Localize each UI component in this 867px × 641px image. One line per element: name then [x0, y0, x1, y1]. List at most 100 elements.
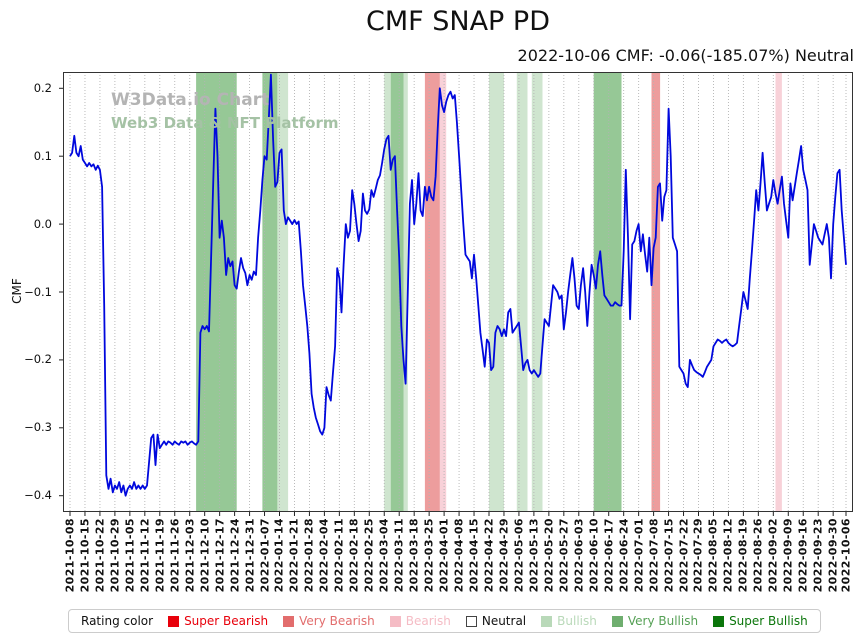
y-tick-label: −0.1 [24, 284, 52, 299]
x-tick-label: 2021-10-08 [63, 518, 77, 593]
legend-item-very_bearish: Very Bearish [283, 614, 375, 628]
y-tick-label: −0.3 [24, 420, 52, 435]
plot-area: W3Data.io Chart Web3 Data & NFT Platform [59, 72, 853, 516]
x-tick-label: 2021-12-17 [213, 518, 227, 593]
rating-band-bullish [384, 72, 391, 512]
legend-label-bearish: Bearish [405, 614, 451, 628]
legend-swatch-bullish [541, 615, 553, 627]
x-tick-label: 2021-11-05 [123, 518, 137, 593]
legend-swatch-very_bullish [611, 615, 623, 627]
x-tick-label: 2022-08-12 [721, 518, 735, 593]
x-tick-label: 2022-01-28 [302, 518, 316, 593]
x-tick-label: 2021-12-24 [228, 518, 242, 593]
rating-band-very_bullish [390, 72, 404, 512]
x-tick-label: 2022-06-03 [572, 518, 586, 593]
x-tick-label: 2022-02-25 [362, 518, 376, 593]
y-tick-label: −0.4 [24, 488, 52, 503]
x-tick-label: 2022-02-11 [332, 518, 346, 593]
x-tick-label: 2022-01-14 [272, 518, 286, 593]
x-tick-label: 2022-02-18 [347, 518, 361, 593]
rating-band-bullish [516, 72, 528, 512]
x-tick-label: 2022-09-02 [766, 518, 780, 593]
x-tick-label: 2022-04-22 [482, 518, 496, 593]
x-tick-label: 2022-05-27 [557, 518, 571, 593]
x-tick-label: 2021-11-19 [153, 518, 167, 593]
x-tick-label: 2022-04-29 [497, 518, 511, 593]
rating-band-very_bullish [593, 72, 622, 512]
legend-label-bullish: Bullish [557, 614, 597, 628]
chart-canvas [59, 72, 853, 516]
rating-band-bullish [531, 72, 543, 512]
x-tick-label: 2021-10-29 [108, 518, 122, 593]
rating-band-bullish [489, 72, 504, 512]
x-tick-label: 2021-11-12 [138, 518, 152, 593]
legend-label-very_bullish: Very Bullish [627, 614, 699, 628]
chart-subtitle: 2022-10-06 CMF: -0.06(-185.07%) Neutral [517, 46, 854, 65]
x-tick-label: 2022-07-08 [647, 518, 661, 593]
x-tick-label: 2022-06-17 [602, 518, 616, 593]
legend-items: Super Bearish Very Bearish Bearish Neutral B… [168, 614, 808, 628]
x-tick-label: 2022-08-26 [751, 518, 765, 593]
legend-item-super_bearish: Super Bearish [168, 614, 268, 628]
legend-swatch-super_bearish [168, 615, 180, 627]
rating-band-bearish [775, 72, 782, 512]
x-axis: 2021-10-08 2021-10-15 2021-10-22 2021-10-29… [63, 518, 853, 602]
legend-title: Rating color [81, 614, 154, 628]
x-tick-label: 2022-01-07 [258, 518, 272, 593]
x-tick-label: 2022-05-06 [512, 518, 526, 593]
x-tick-label: 2022-07-22 [677, 518, 691, 593]
legend-label-super_bearish: Super Bearish [184, 614, 269, 628]
x-tick-label: 2022-08-05 [706, 518, 720, 593]
y-tick-label: 0.2 [33, 80, 52, 95]
rating-band-very_bullish [262, 72, 278, 512]
legend-swatch-very_bearish [283, 615, 295, 627]
x-tick-label: 2021-12-31 [243, 518, 257, 593]
rating-band-very_bearish [424, 72, 440, 512]
x-tick-label: 2022-02-04 [317, 518, 331, 593]
plot-frame [63, 72, 853, 512]
legend-swatch-bearish [389, 615, 401, 627]
x-tick-label: 2021-10-15 [78, 518, 92, 593]
x-tick-label: 2021-12-10 [198, 518, 212, 593]
legend-item-bullish: Bullish [541, 614, 597, 628]
x-tick-label: 2022-03-11 [392, 518, 406, 593]
x-tick-label: 2022-09-16 [796, 518, 810, 593]
rating-band-bullish [403, 72, 408, 512]
rating-legend: Rating color Super Bearish Very Bearish Be… [68, 609, 821, 633]
legend-item-super_bullish: Super Bullish [713, 614, 808, 628]
cmf-line [69, 73, 847, 497]
x-tick-label: 2021-12-03 [183, 518, 197, 593]
x-tick-label: 2022-03-04 [377, 518, 391, 593]
legend-label-super_bullish: Super Bullish [729, 614, 808, 628]
y-tick-label: −0.2 [24, 352, 52, 367]
chart-title: CMF SNAP PD [365, 6, 550, 37]
legend-swatch-super_bullish [713, 615, 725, 627]
x-tick-label: 2022-07-15 [662, 518, 676, 593]
legend-item-bearish: Bearish [389, 614, 451, 628]
legend-item-neutral: Neutral [465, 614, 527, 628]
x-tick-label: 2022-03-25 [422, 518, 436, 593]
legend-label-neutral: Neutral [481, 614, 527, 628]
rating-band-very_bearish [651, 72, 661, 512]
x-tick-label: 2022-05-13 [527, 518, 541, 593]
x-tick-label: 2022-04-01 [437, 518, 451, 593]
y-axis: 0.2 0.1 0.0 −0.1 −0.2 −0.3 −0.4 [0, 72, 56, 512]
legend-item-very_bullish: Very Bullish [611, 614, 699, 628]
legend-label-very_bearish: Very Bearish [299, 614, 375, 628]
x-tick-label: 2022-07-29 [691, 518, 705, 593]
rating-band-bullish [277, 72, 289, 512]
legend-swatch-neutral [465, 615, 477, 627]
x-tick-label: 2022-09-23 [811, 518, 825, 593]
x-tick-label: 2022-09-30 [826, 518, 840, 593]
x-tick-label: 2022-09-09 [781, 518, 795, 593]
x-tick-label: 2022-08-19 [736, 518, 750, 593]
x-tick-label: 2022-06-10 [587, 518, 601, 593]
x-tick-label: 2022-01-21 [287, 518, 301, 593]
rating-band-bearish [439, 72, 447, 512]
x-tick-label: 2021-10-22 [93, 518, 107, 593]
y-tick-label: 0.1 [33, 148, 52, 163]
x-tick-label: 2021-11-26 [168, 518, 182, 593]
y-tick-label: 0.0 [33, 216, 52, 231]
x-tick-label: 2022-04-15 [467, 518, 481, 593]
